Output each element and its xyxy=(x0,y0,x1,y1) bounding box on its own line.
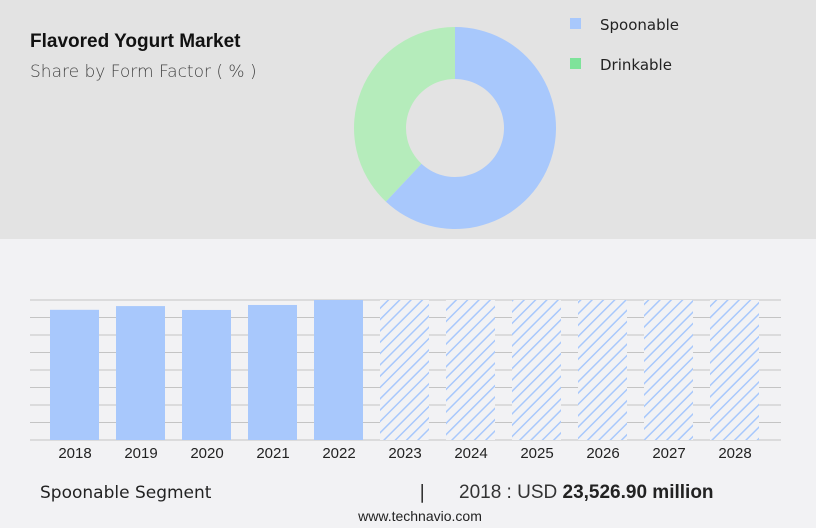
donut-slice-drinkable xyxy=(354,27,455,202)
bar-2028 xyxy=(710,300,759,440)
x-axis-label: 2022 xyxy=(322,445,356,462)
bar-2025 xyxy=(512,300,561,440)
bar-2022 xyxy=(314,300,363,440)
bar-2021 xyxy=(248,304,297,440)
legend-swatch-spoonable xyxy=(570,18,581,29)
donut-chart xyxy=(354,27,556,229)
segment-value: 2018 : USD 23,526.90 million xyxy=(459,482,714,504)
bar-2027 xyxy=(644,300,693,440)
bar-2024 xyxy=(446,300,495,440)
x-axis-label: 2028 xyxy=(718,445,752,462)
legend-label: Drinkable xyxy=(600,56,672,74)
x-axis-label: 2026 xyxy=(586,445,620,462)
year-label: 2018 : USD xyxy=(459,482,563,503)
value-amount: 23,526.90 million xyxy=(562,482,714,503)
legend-swatch-drinkable xyxy=(570,58,581,69)
x-axis-label: 2024 xyxy=(454,445,488,462)
bar-2018 xyxy=(50,309,99,440)
bar-chart xyxy=(30,299,781,441)
donut-slice-spoonable xyxy=(385,27,556,229)
bar-2019 xyxy=(116,306,165,440)
bar-2026 xyxy=(578,300,627,440)
chart-title: Flavored Yogurt Market xyxy=(30,31,241,52)
x-axis-label: 2019 xyxy=(124,445,158,462)
chart-subtitle: Share by Form Factor ( % ) xyxy=(30,62,257,82)
legend-label: Spoonable xyxy=(600,16,680,34)
footer-separator: | xyxy=(419,481,426,503)
segment-label: Spoonable Segment xyxy=(40,483,212,503)
source-link[interactable]: www.technavio.com xyxy=(358,508,482,524)
x-axis-label: 2023 xyxy=(388,445,422,462)
x-axis-label: 2027 xyxy=(652,445,686,462)
x-axis-label: 2025 xyxy=(520,445,554,462)
bar-2023 xyxy=(380,300,429,440)
x-axis-label: 2018 xyxy=(58,445,92,462)
bar-2020 xyxy=(182,309,231,440)
x-axis-label: 2021 xyxy=(256,445,290,462)
x-axis-label: 2020 xyxy=(190,445,224,462)
